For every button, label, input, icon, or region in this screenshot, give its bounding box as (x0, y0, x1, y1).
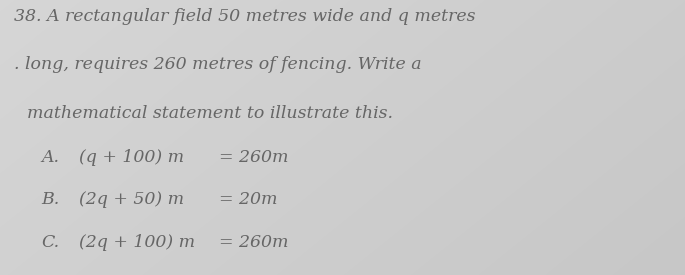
Text: (2q + 100) m: (2q + 100) m (79, 234, 195, 251)
Text: C.: C. (41, 234, 59, 251)
Text: B.: B. (41, 191, 60, 208)
Text: = 20m: = 20m (219, 191, 277, 208)
Text: (q + 100) m: (q + 100) m (79, 148, 184, 166)
Text: = 260m: = 260m (219, 234, 288, 251)
Text: mathematical statement to illustrate this.: mathematical statement to illustrate thi… (27, 104, 393, 122)
Text: 38. A rectangular field 50 metres wide and q metres: 38. A rectangular field 50 metres wide a… (14, 8, 475, 25)
Text: = 260m: = 260m (219, 148, 288, 166)
Text: A.: A. (41, 148, 59, 166)
Text: (2q + 50) m: (2q + 50) m (79, 191, 184, 208)
Text: . long, requires 260 metres of fencing. Write a: . long, requires 260 metres of fencing. … (14, 56, 421, 73)
